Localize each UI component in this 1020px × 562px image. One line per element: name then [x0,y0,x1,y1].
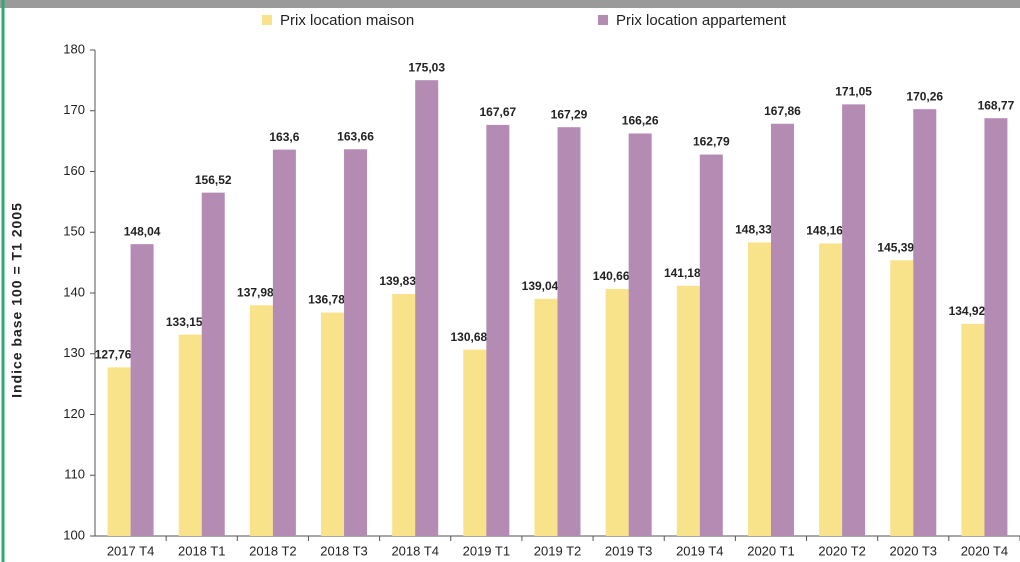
bar [249,305,273,536]
bar [699,154,723,536]
legend-label: Prix location appartement [616,12,787,29]
x-tick-label: 2020 T2 [818,543,865,558]
bar [178,334,202,536]
x-tick-label: 2019 T1 [463,543,510,558]
y-tick-label: 100 [63,527,85,542]
value-label: 145,39 [877,240,914,254]
value-label: 170,26 [906,89,943,103]
bar [913,109,937,536]
x-tick-label: 2018 T3 [320,543,367,558]
y-tick-label: 180 [63,41,85,56]
value-label: 162,79 [693,135,730,149]
legend-swatch [598,15,608,25]
value-label: 130,68 [450,330,487,344]
y-tick-label: 150 [63,224,85,239]
bar [486,124,510,536]
x-tick-label: 2019 T2 [534,543,581,558]
bar [344,149,368,536]
value-label: 163,6 [269,130,299,144]
x-tick-label: 2018 T1 [178,543,225,558]
value-label: 141,18 [664,266,701,280]
bar [747,242,771,536]
bar [842,104,866,536]
y-tick-label: 140 [63,284,85,299]
bar [321,312,345,536]
x-tick-label: 2019 T4 [676,543,723,558]
value-label: 148,04 [124,224,161,238]
legend-label: Prix location maison [280,12,414,29]
top-band [0,0,1020,8]
bar [557,127,581,536]
value-label: 166,26 [622,114,659,128]
bar [628,133,652,536]
value-label: 137,98 [237,285,274,299]
value-label: 148,16 [806,224,843,238]
y-axis-label: Indice base 100 = T1 2005 [9,202,25,398]
x-tick-label: 2018 T2 [249,543,296,558]
y-tick-label: 120 [63,406,85,421]
x-tick-label: 2020 T4 [961,543,1008,558]
y-tick-label: 110 [64,467,85,482]
x-tick-label: 2020 T3 [890,543,937,558]
bar [676,285,700,536]
value-label: 134,92 [949,304,986,318]
value-label: 140,66 [593,269,630,283]
bar [130,244,154,537]
value-label: 163,66 [337,129,374,143]
legend-swatch [262,15,272,25]
value-label: 156,52 [195,173,232,187]
bar [961,323,985,536]
bar [890,260,914,536]
bar [201,192,225,537]
bar [819,243,843,537]
bar [605,288,629,536]
bar [415,80,439,536]
x-tick-label: 2017 T4 [107,543,154,558]
bar [534,298,558,536]
x-tick-label: 2019 T3 [605,543,652,558]
bar [770,123,794,537]
value-label: 136,78 [308,293,345,307]
value-label: 139,04 [522,279,559,293]
value-label: 171,05 [835,85,872,99]
y-tick-label: 130 [63,345,85,360]
value-label: 167,86 [764,104,801,118]
bar [272,149,296,536]
y-tick-label: 170 [63,102,85,117]
x-tick-label: 2020 T1 [747,543,794,558]
value-label: 168,77 [978,98,1015,112]
x-tick-label: 2018 T4 [391,543,438,558]
value-label: 139,83 [379,274,416,288]
value-label: 127,76 [95,348,132,362]
value-label: 148,33 [735,223,772,237]
y-tick-label: 160 [63,163,85,178]
value-label: 175,03 [408,60,445,74]
value-label: 167,29 [551,107,588,121]
bar [984,118,1008,536]
bar [392,294,416,536]
bar [463,349,487,536]
bar [107,367,131,536]
value-label: 167,67 [479,105,516,119]
value-label: 133,15 [166,315,203,329]
